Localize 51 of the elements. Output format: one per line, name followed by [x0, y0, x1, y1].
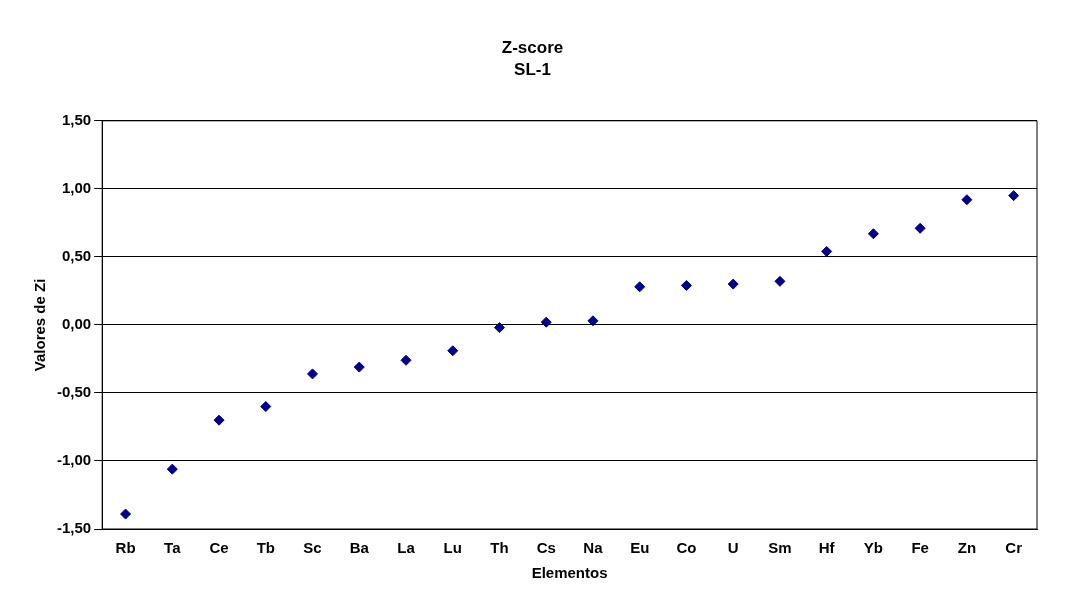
x-tick-label: Ta: [164, 539, 182, 557]
y-tick-label: -1,00: [56, 451, 92, 469]
x-tick-label: Tb: [256, 539, 275, 557]
x-tick-label: Cr: [1005, 539, 1023, 557]
point: [540, 316, 552, 328]
y-tick-label: -1,50: [56, 519, 92, 537]
x-tick-label: Ba: [349, 539, 370, 557]
point: [727, 278, 739, 290]
point: [213, 414, 225, 426]
y-tick-label: -0,50: [56, 383, 92, 401]
x-axis-title: Elementos: [531, 564, 608, 582]
x-tick-label: Cs: [536, 539, 556, 557]
point: [447, 345, 459, 357]
point: [587, 315, 599, 327]
point: [634, 281, 646, 293]
x-tick-label: Sm: [768, 539, 792, 557]
x-tick-label: Zn: [957, 539, 977, 557]
point: [400, 354, 412, 366]
point: [914, 222, 926, 234]
x-tick-label: Yb: [863, 539, 883, 557]
point: [821, 245, 833, 257]
point: [166, 463, 178, 475]
x-tick-label: Th: [490, 539, 509, 557]
x-tick-label: U: [727, 539, 739, 557]
point: [120, 508, 132, 520]
y-tick-label: 1,50: [61, 110, 92, 128]
x-tick-label: Eu: [630, 539, 650, 557]
point: [867, 228, 879, 240]
point: [1008, 190, 1020, 202]
point: [307, 368, 319, 380]
x-tick-label: La: [397, 539, 416, 557]
point: [493, 322, 505, 334]
chart-title: Z-score: [501, 37, 564, 57]
x-tick-label: Fe: [911, 539, 929, 557]
x-tick-label: Na: [583, 539, 604, 557]
x-tick-label: Lu: [443, 539, 462, 557]
x-tick-label: Co: [676, 539, 697, 557]
point: [353, 361, 365, 373]
y-tick-label: 0,50: [61, 247, 92, 265]
x-tick-label: Ce: [209, 539, 229, 557]
point: [774, 275, 786, 287]
point: [260, 401, 272, 413]
x-tick-label: Hf: [818, 539, 836, 557]
y-tick-label: 1,00: [61, 178, 92, 196]
point: [680, 279, 692, 291]
chart-subtitle: SL-1: [514, 60, 551, 80]
x-tick-label: Rb: [115, 539, 136, 557]
y-tick-label: 0,00: [61, 315, 92, 333]
y-axis-title: Valores de Zi: [31, 278, 49, 372]
point: [961, 194, 973, 206]
x-tick-label: Sc: [303, 539, 322, 557]
